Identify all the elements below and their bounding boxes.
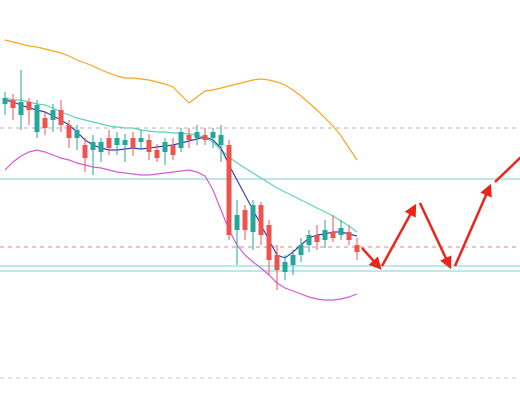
candle-body [250,205,256,232]
candle-body [26,102,32,110]
candle-body [194,132,200,138]
candle-body [74,130,80,138]
candle-body [314,235,320,242]
candle-body [58,110,64,125]
candle-body [290,255,296,265]
candle-body [146,140,152,152]
candle-body [186,135,192,140]
candle-body [66,125,72,138]
candle-body [354,245,360,252]
candle-body [202,135,208,140]
candle-body [50,110,56,120]
candle-body [274,255,280,270]
candles [2,70,360,290]
candle-body [130,138,136,148]
candle-body [82,145,88,158]
candle-body [346,232,352,240]
candle-body [98,142,104,152]
candle-body [234,215,240,230]
candle-body [218,135,224,145]
arrow [361,247,382,270]
arrow [418,202,452,270]
arrow [453,183,492,267]
candle-body [178,132,184,148]
arrow [494,156,520,183]
candle-body [138,138,144,142]
indicator-line [4,149,358,301]
candle-body [18,102,24,115]
candle-body [114,138,120,145]
candle-body [242,210,248,230]
candle-body [154,150,160,158]
candle-body [298,245,304,255]
candle-body [10,100,16,108]
candle-body [162,142,168,152]
candle-body [210,132,216,138]
levels [0,127,520,379]
candle-body [330,232,336,238]
candle-body [106,138,112,148]
candle-body [34,105,40,132]
candle-body [282,262,288,272]
candle-body [258,205,264,235]
indicator-lines [4,39,358,301]
candle-body [170,145,176,155]
indicator-line [4,39,358,161]
forecast-arrows [361,156,520,270]
candle-body [90,142,96,150]
candle-body [338,228,344,235]
candle-body [42,118,48,128]
candle-body [122,140,128,145]
candle-body [2,98,8,104]
candle-body [266,225,272,260]
candle-body [306,235,312,245]
candle-body [322,230,328,240]
arrow [380,203,417,267]
candle-body [226,145,232,235]
